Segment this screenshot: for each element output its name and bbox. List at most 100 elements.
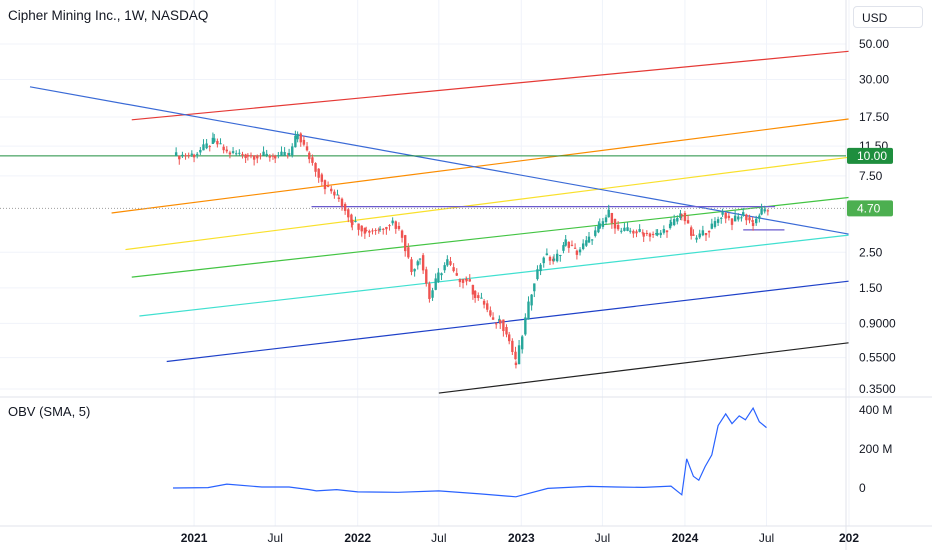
candle-body — [573, 247, 577, 249]
candle-body — [333, 191, 336, 196]
candle-body — [314, 163, 317, 172]
candle-body — [755, 218, 758, 224]
candle-body — [704, 232, 708, 236]
candle-body — [320, 174, 324, 182]
obv-indicator-label[interactable]: OBV (SMA, 5) — [8, 404, 91, 419]
candle-body — [517, 345, 521, 365]
candle-body — [305, 146, 309, 151]
channel-line-blue — [166, 280, 849, 363]
candle-body — [378, 228, 382, 230]
candle-body — [545, 253, 549, 256]
candle-body — [713, 221, 717, 227]
candle-body — [340, 198, 344, 207]
candle-body — [446, 259, 449, 266]
candle-body — [587, 236, 591, 243]
time-tick-label: 2021 — [181, 531, 208, 545]
price-tick-label: 30.00 — [859, 73, 889, 87]
candle-body — [196, 153, 199, 155]
candle-body — [514, 362, 518, 366]
candles-group — [174, 130, 770, 369]
candle-body — [530, 294, 533, 306]
candle-body — [623, 227, 626, 231]
candle-body — [404, 235, 407, 252]
price-tick-label: 0.9000 — [859, 316, 896, 330]
candle-body — [665, 230, 669, 233]
candle-body — [740, 217, 743, 219]
candle-body — [287, 153, 291, 156]
candle-body — [751, 222, 755, 226]
candle-body — [760, 208, 763, 215]
candle-body — [351, 219, 354, 225]
candle-body — [192, 154, 196, 158]
candle-body — [662, 228, 666, 233]
candle-body — [400, 230, 404, 238]
candle-body — [491, 317, 495, 320]
candle-body — [724, 212, 727, 219]
candle-body — [581, 243, 585, 250]
candle-body — [626, 227, 629, 231]
candle-body — [676, 218, 679, 222]
candle-body — [407, 247, 410, 258]
candle-body — [471, 285, 475, 295]
candle-body — [347, 209, 350, 218]
candle-body — [256, 155, 259, 159]
obv-tick-label: 0 — [859, 481, 866, 495]
candle-body — [337, 197, 341, 199]
candle-body — [721, 212, 724, 215]
candle-body — [219, 143, 222, 145]
candle-body — [228, 152, 232, 155]
candle-body — [598, 223, 601, 229]
candle-body — [567, 241, 571, 248]
candle-body — [659, 232, 662, 236]
candle-body — [763, 209, 766, 212]
candle-body — [601, 221, 605, 227]
candle-body — [477, 295, 480, 299]
candle-body — [720, 217, 723, 219]
candle-body — [690, 227, 693, 236]
candle-body — [323, 180, 327, 190]
obv-tick-label: 400 M — [859, 403, 892, 417]
candle-body — [249, 155, 253, 157]
channel-line-red — [131, 50, 849, 121]
time-tick-label: Jul — [595, 531, 610, 545]
candle-body — [277, 155, 280, 157]
candle-body — [489, 310, 492, 316]
currency-selector[interactable]: USD — [853, 6, 923, 28]
candle-body — [421, 255, 425, 271]
candle-body — [616, 224, 620, 230]
candle-body — [391, 220, 394, 224]
candle-body — [434, 278, 437, 290]
candle-body — [377, 229, 380, 231]
candle-body — [385, 227, 388, 230]
candle-body — [211, 137, 215, 144]
candle-body — [733, 215, 737, 222]
candle-body — [521, 336, 524, 350]
candle-body — [443, 265, 446, 271]
candle-body — [727, 215, 731, 219]
candle-body — [707, 230, 711, 233]
candle-body — [311, 157, 314, 163]
candle-body — [680, 214, 683, 216]
candle-body — [274, 155, 277, 159]
candle-body — [552, 258, 556, 261]
candle-body — [751, 220, 754, 223]
candle-body — [231, 151, 235, 153]
candle-body — [632, 230, 635, 234]
candle-body — [716, 219, 720, 223]
candle-body — [536, 269, 539, 280]
candle-body — [283, 152, 286, 156]
time-tick-label: Jul — [759, 531, 774, 545]
candle-body — [542, 257, 545, 264]
candle-body — [425, 269, 428, 284]
candle-body — [235, 153, 238, 155]
candle-body — [336, 194, 339, 196]
candle-body — [299, 133, 302, 143]
candle-body — [431, 290, 434, 298]
candle-body — [508, 334, 511, 342]
candle-body — [343, 204, 347, 211]
candle-body — [184, 155, 187, 157]
candle-body — [669, 222, 673, 226]
candle-body — [449, 261, 452, 265]
time-tick-label: Jul — [268, 531, 283, 545]
